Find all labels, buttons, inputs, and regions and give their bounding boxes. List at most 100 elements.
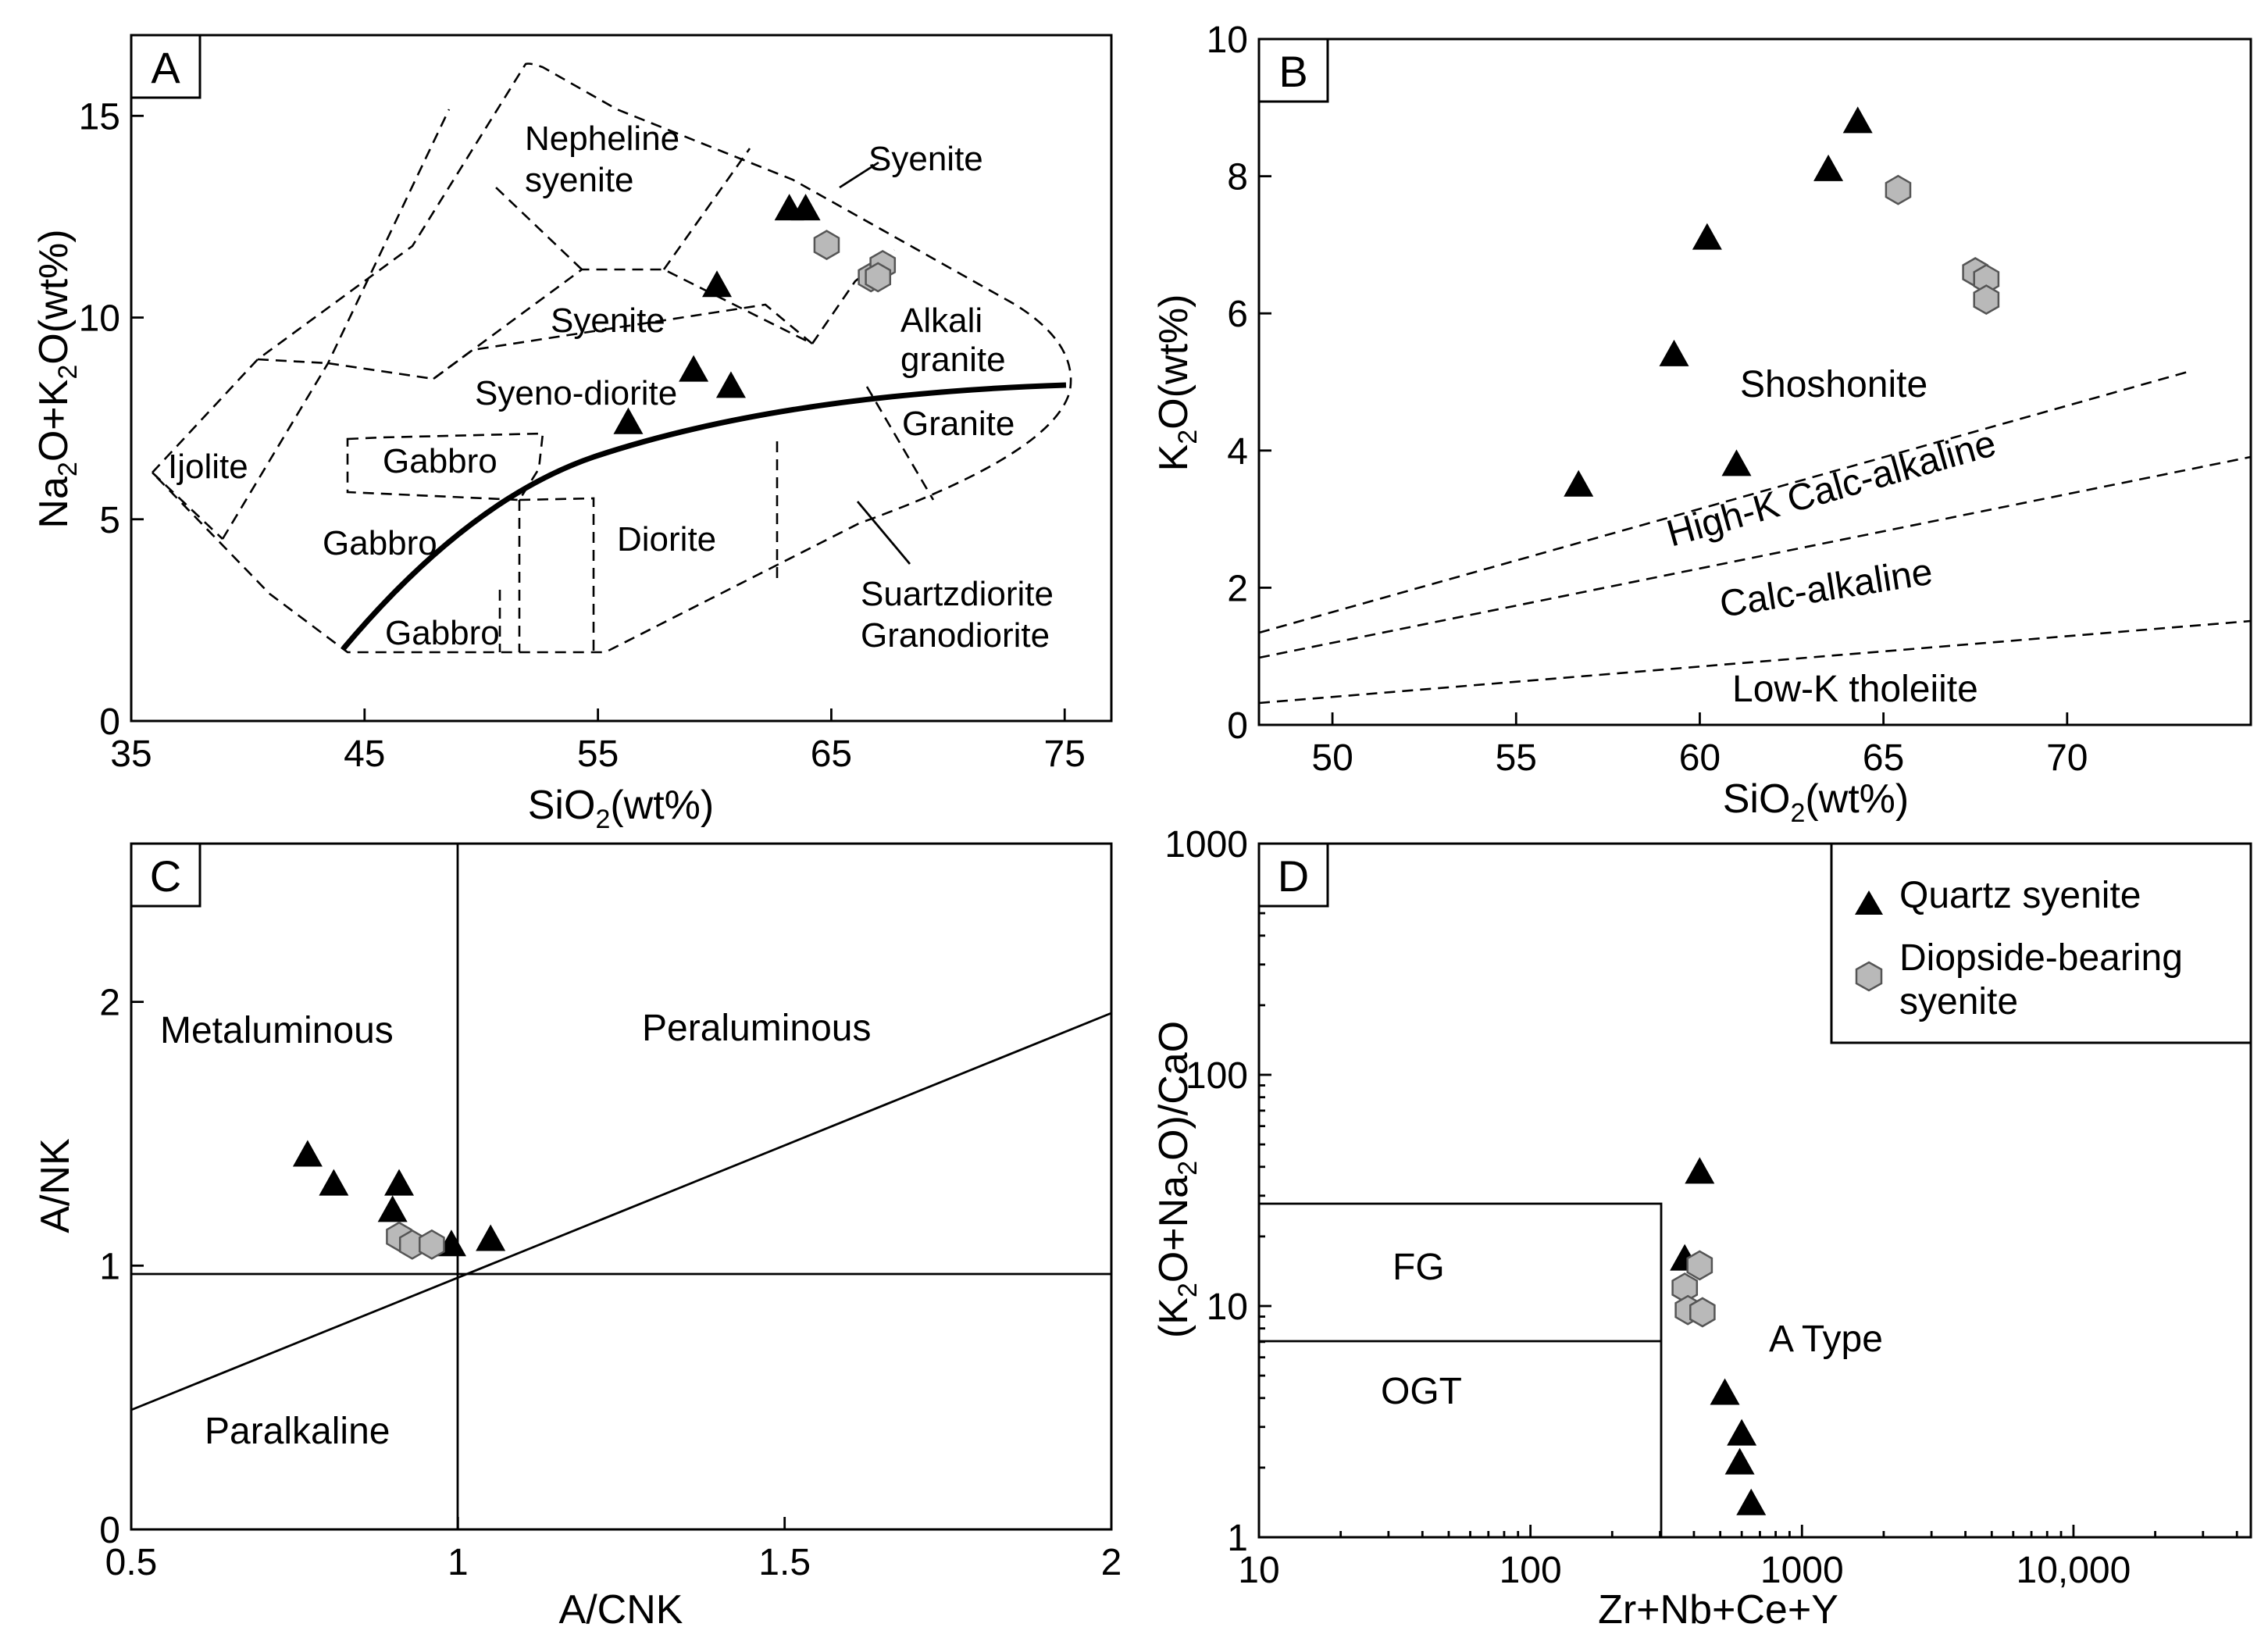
quartz-syenite-point [1659, 339, 1689, 366]
tas-outer-boundary [151, 62, 1072, 654]
panel-b-marks [1564, 106, 2000, 497]
boundary-line [865, 386, 935, 501]
field-label: Syenite [551, 302, 665, 340]
highk-boundary [1258, 455, 2252, 659]
y-tick-label: 10 [1207, 1286, 1248, 1328]
x-tick-label: 1.5 [758, 1542, 811, 1583]
x-tick-label: 35 [110, 733, 152, 775]
quartz-syenite-point [1842, 106, 1873, 134]
y-axis-title: A/NK [33, 1138, 78, 1233]
diopside-syenite-point [419, 1229, 445, 1260]
panel-d-marks [1670, 1157, 1767, 1515]
y-tick-label: 4 [1227, 431, 1248, 473]
quartz-syenite-point [1727, 1419, 1757, 1446]
y-axis-title: K2O(wt%) [1151, 294, 1203, 472]
boundary-line [662, 148, 751, 270]
panel-a-marks [613, 194, 897, 434]
legend-hexagon-marker [1855, 961, 1883, 992]
x-tick-label: 10 [1238, 1550, 1279, 1591]
gabbro-field [346, 432, 544, 501]
quartz-syenite-point [715, 371, 746, 398]
y-tick-label: 6 [1227, 294, 1248, 335]
quartz-syenite-point [1721, 449, 1752, 476]
field-label: Ijolite [168, 448, 248, 486]
field-label: Suartzdiorite [861, 575, 1054, 613]
quartz-syenite-point [319, 1169, 349, 1196]
tas-field-boundaries [151, 62, 1072, 654]
quartz-syenite-point [613, 407, 644, 434]
panel-d: FG OGT A Type Zr+Nb+Ce+Y (K2O+Na2O)/CaO … [1151, 824, 2252, 1633]
boundary-line [495, 187, 583, 270]
panel-a-frame [130, 34, 1113, 723]
legend-label-diopside-2: syenite [1899, 981, 2018, 1022]
quartz-syenite-point [790, 194, 821, 221]
panel-c-label: C [150, 851, 181, 901]
x-tick-label: 10,000 [2017, 1550, 2131, 1591]
diopside-syenite-point [1689, 1297, 1716, 1328]
field-label: Alkali [900, 302, 982, 340]
x-tick-label: 60 [1679, 737, 1721, 779]
quartz-syenite-point [476, 1224, 506, 1251]
x-tick-label: 2 [1101, 1542, 1122, 1583]
quartz-syenite-point [702, 270, 733, 298]
x-axis-title: SiO2(wt%) [1723, 776, 1909, 828]
boundary-line [433, 303, 813, 380]
diopside-syenite-point [1686, 1250, 1713, 1281]
field-label: OGT [1381, 1371, 1462, 1412]
quartz-syenite-point [384, 1169, 415, 1196]
quartz-syenite-point [1692, 223, 1722, 250]
y-tick-label: 2 [99, 983, 120, 1024]
y-tick-label: 1000 [1164, 824, 1248, 865]
field-label: Gabbro [323, 524, 437, 562]
quartz-syenite-point [1685, 1157, 1715, 1184]
panel-c-marks [292, 1140, 506, 1260]
panel-b-label-box [1257, 37, 1329, 103]
field-label: A Type [1769, 1319, 1883, 1360]
x-tick-label: 1 [448, 1542, 469, 1583]
panel-d-frame [1257, 842, 2252, 1539]
quartz-syenite-point [1724, 1447, 1755, 1475]
field-label: Nepheline [525, 120, 679, 158]
panel-b: Shoshonite High-K Calc-alkaline Calc-alk… [1151, 20, 2252, 828]
field-label: Granite [902, 405, 1015, 443]
field-label: Paralkaline [205, 1411, 390, 1452]
diopside-syenite-point [1885, 174, 1912, 205]
y-tick-label: 5 [99, 500, 120, 541]
panel-b-frame [1257, 37, 2252, 726]
x-tick-label: 45 [344, 733, 385, 775]
x-tick-label: 1000 [1760, 1550, 1844, 1591]
panel-c: Metaluminous Peraluminous Paralkaline A/… [33, 842, 1122, 1633]
diopside-syenite-point [813, 230, 840, 261]
alkaline-subalkaline-line [341, 382, 1067, 651]
x-axis-title: Zr+Nb+Ce+Y [1598, 1587, 1838, 1633]
legend: Quartz syenite Diopside-bearing syenite [1830, 842, 2252, 1044]
x-axis-title: A/CNK [559, 1587, 683, 1633]
suartzdiorite-pointer [856, 501, 911, 565]
y-tick-label: 10 [1207, 20, 1248, 61]
panel-a-label-box [130, 34, 201, 99]
x-tick-label: 65 [811, 733, 852, 775]
panel-a: Ijolite Nepheline syenite Syenite Syenit… [31, 34, 1113, 834]
quartz-syenite-point [1710, 1378, 1740, 1405]
panel-b-label: B [1278, 47, 1307, 96]
field-label: Gabbro [385, 614, 500, 652]
x-tick-label: 100 [1500, 1550, 1562, 1591]
field-label: Calc-alkaline [1717, 551, 1935, 626]
y-tick-label: 0 [1227, 705, 1248, 747]
diagonal-line [130, 1012, 1112, 1411]
boundary-line [152, 472, 223, 540]
y-axis-title: Na2O+K2O(wt%) [31, 229, 83, 528]
panel-d-label: D [1278, 851, 1309, 901]
quartz-syenite-point [1813, 154, 1844, 181]
x-axis-title: SiO2(wt%) [528, 783, 714, 834]
y-tick-label: 15 [79, 96, 120, 137]
y-axis-title: (K2O+Na2O)/CaO [1151, 1021, 1203, 1338]
panel-b-ticks: 50 55 60 65 70 0 2 4 6 8 10 [1207, 20, 2088, 779]
field-label: FG [1393, 1247, 1445, 1288]
quartz-syenite-point [1736, 1488, 1767, 1515]
y-tick-label: 0 [99, 701, 120, 743]
lowk-boundary [1258, 619, 2252, 705]
